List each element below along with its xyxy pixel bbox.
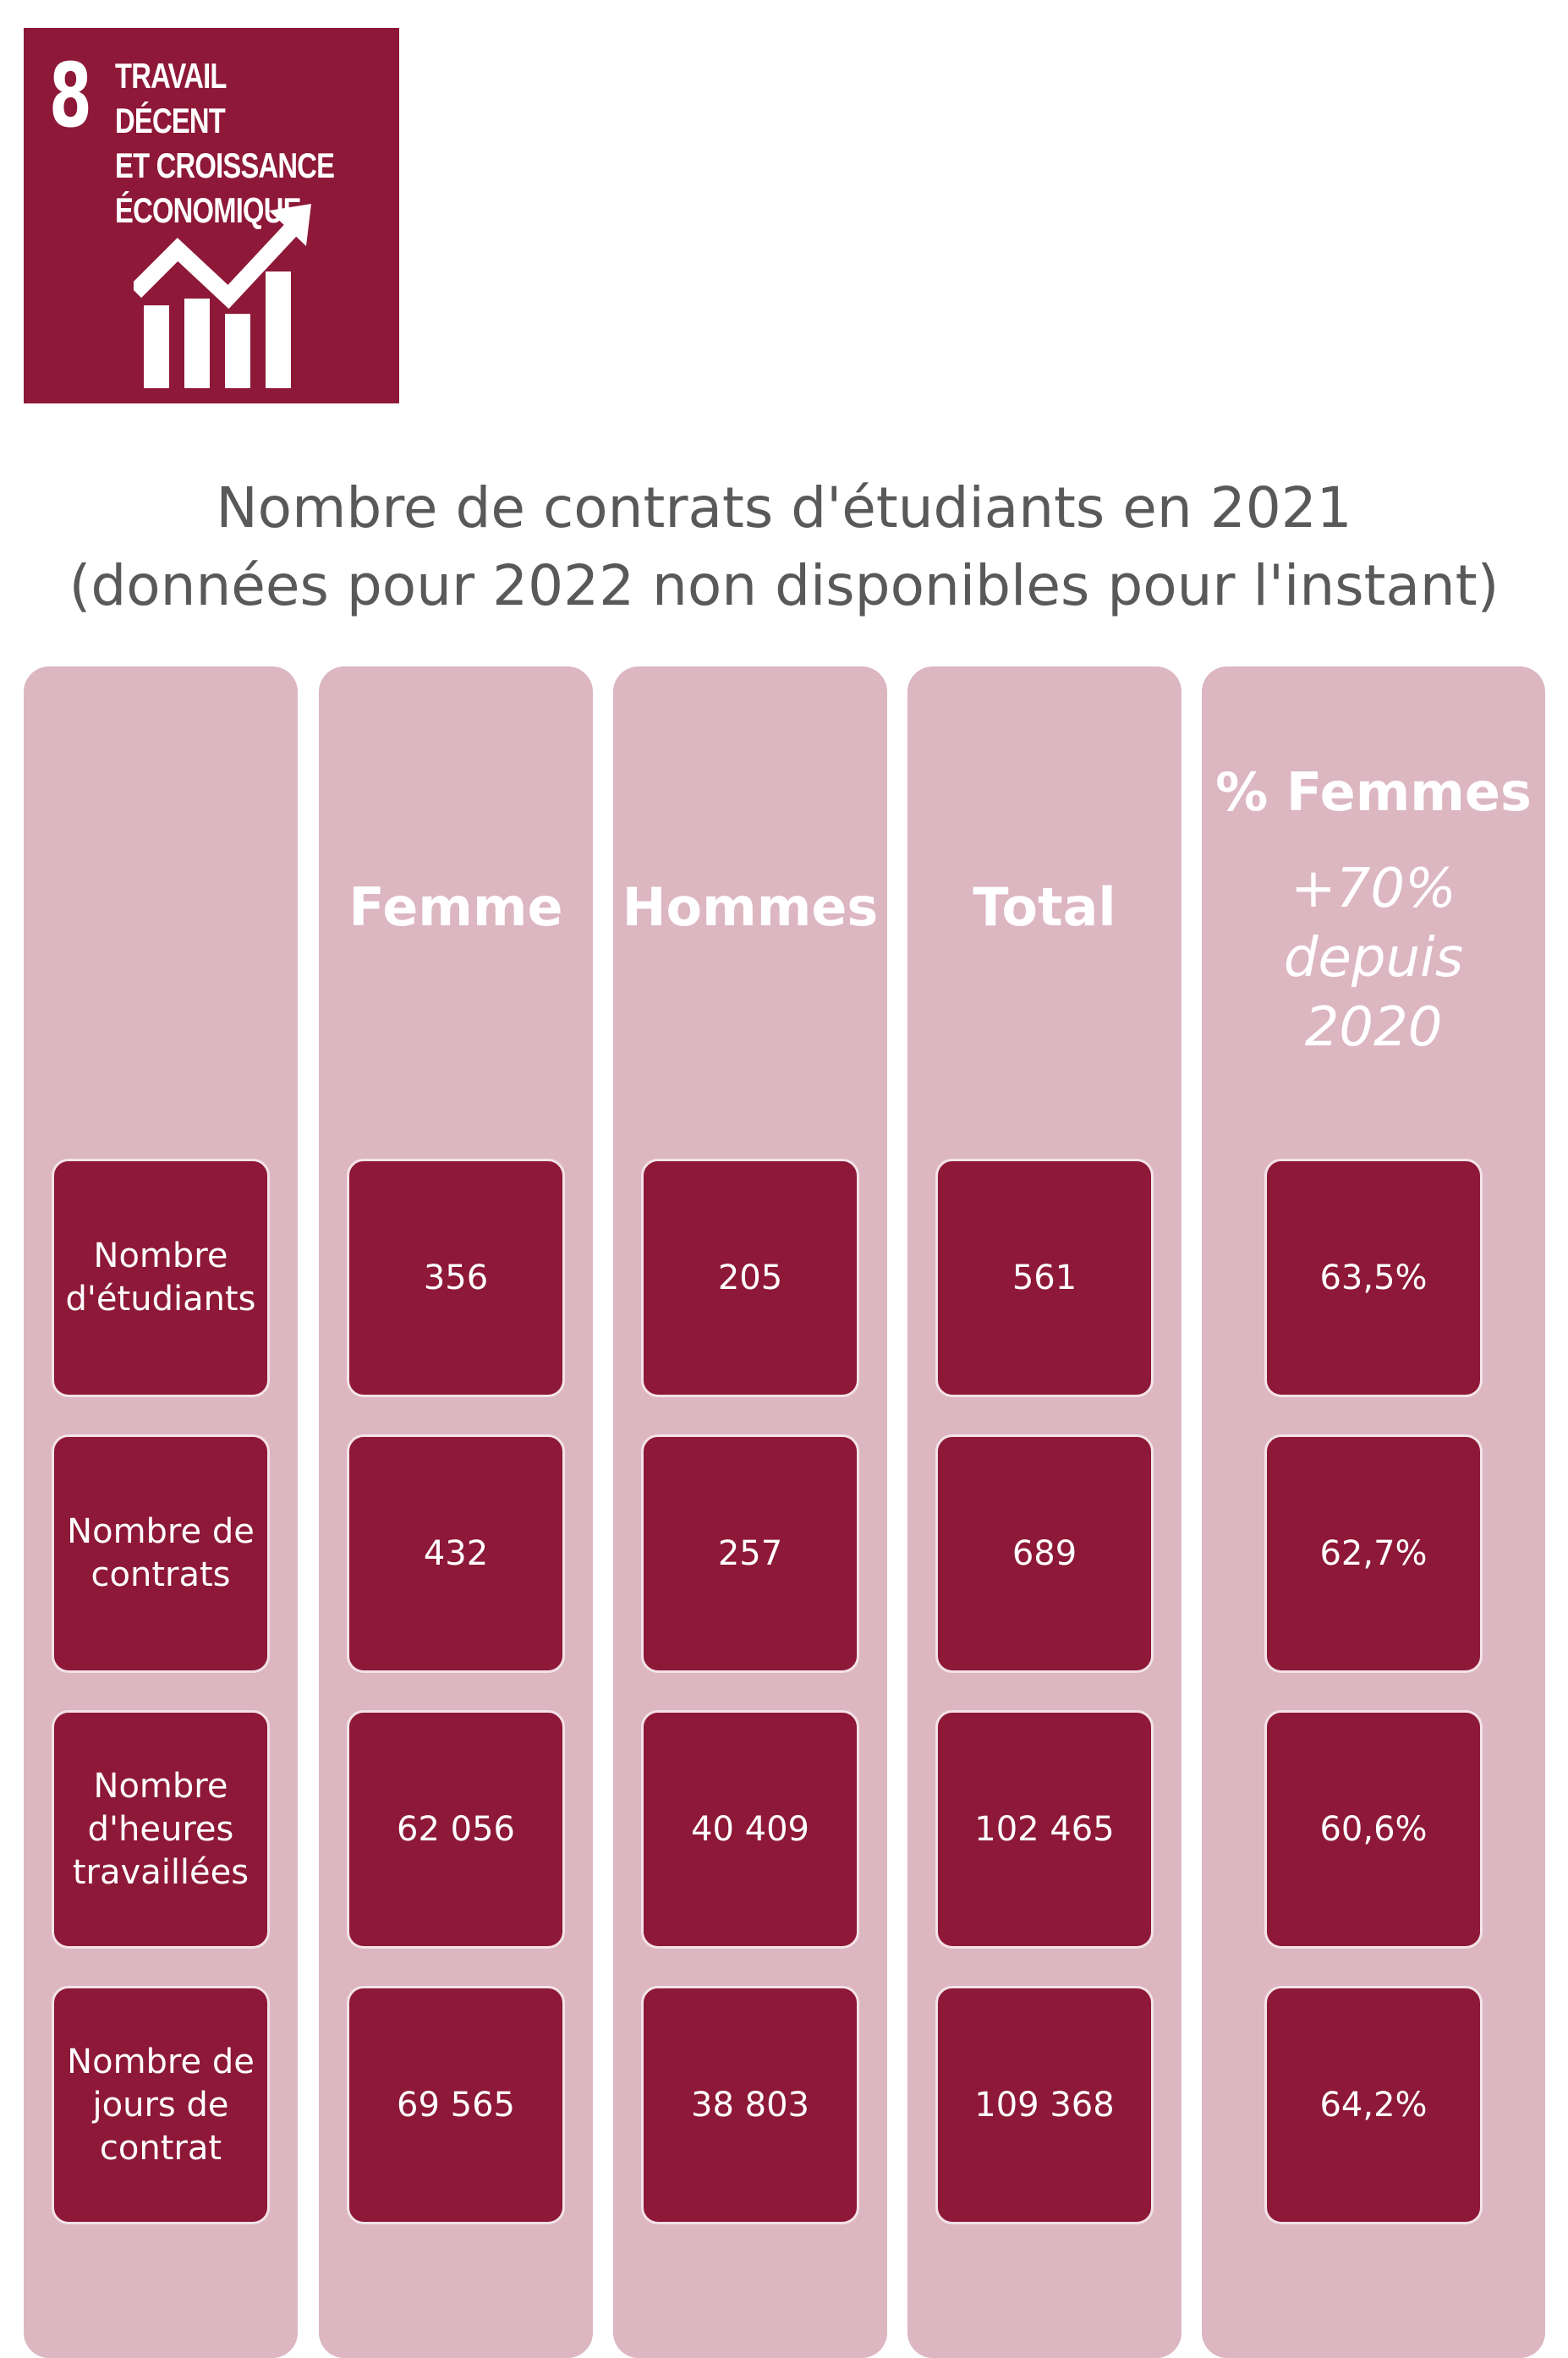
chart-title: Nombre de contrats d'étudiants en 2021 (… [69, 475, 1499, 618]
row-label: Nombre de contrats [52, 1434, 270, 1673]
cell-total: 689 [935, 1434, 1154, 1673]
cell-hommes: 38 803 [641, 1986, 859, 2224]
row-label: Nombre d'étudiants [52, 1159, 270, 1397]
cell-femme: 69 565 [347, 1986, 565, 2224]
cell-hommes: 257 [641, 1434, 859, 1673]
cell-total: 102 465 [935, 1710, 1154, 1949]
cell-pct-femmes: 63,5% [1264, 1159, 1483, 1397]
column-total: Total 561 689 102 465 109 368 [907, 666, 1181, 2358]
column-note: +70% depuis 2020 [1283, 858, 1464, 1059]
column-header-hommes: Hommes [622, 876, 879, 938]
cell-total: 109 368 [935, 1986, 1154, 2224]
cell-total: 561 [935, 1159, 1154, 1397]
cell-femme: 432 [347, 1434, 565, 1673]
cell-femme: 356 [347, 1159, 565, 1397]
sdg-goal-badge: 8 TRAVAIL DÉCENT ET CROISSANCE ÉCONOMIQU… [24, 28, 399, 403]
column-header-pct-femmes: % Femmes [1215, 761, 1532, 823]
cell-femme: 62 056 [347, 1710, 565, 1949]
row-label: Nombre de jours de contrat [52, 1986, 270, 2224]
column-header-femme: Femme [348, 876, 563, 938]
column-hommes: Hommes 205 257 40 409 38 803 [613, 666, 887, 2358]
column-labels: Nombre d'étudiants Nombre de contrats No… [24, 666, 298, 2358]
row-label: Nombre d'heures travaillées [52, 1710, 270, 1949]
cell-pct-femmes: 64,2% [1264, 1986, 1483, 2224]
cell-pct-femmes: 62,7% [1264, 1434, 1483, 1673]
column-pct-femmes: % Femmes +70% depuis 2020 63,5% 62,7% 60… [1202, 666, 1545, 2358]
cell-pct-femmes: 60,6% [1264, 1710, 1483, 1949]
growth-chart-icon [134, 204, 311, 388]
column-header-total: Total [973, 876, 1116, 938]
column-femme: Femme 356 432 62 056 69 565 [319, 666, 593, 2358]
sdg-number: 8 [49, 44, 92, 147]
sdg-title: TRAVAIL DÉCENT ET CROISSANCE ÉCONOMIQUE [115, 56, 335, 230]
cell-hommes: 205 [641, 1159, 859, 1397]
cell-hommes: 40 409 [641, 1710, 859, 1949]
